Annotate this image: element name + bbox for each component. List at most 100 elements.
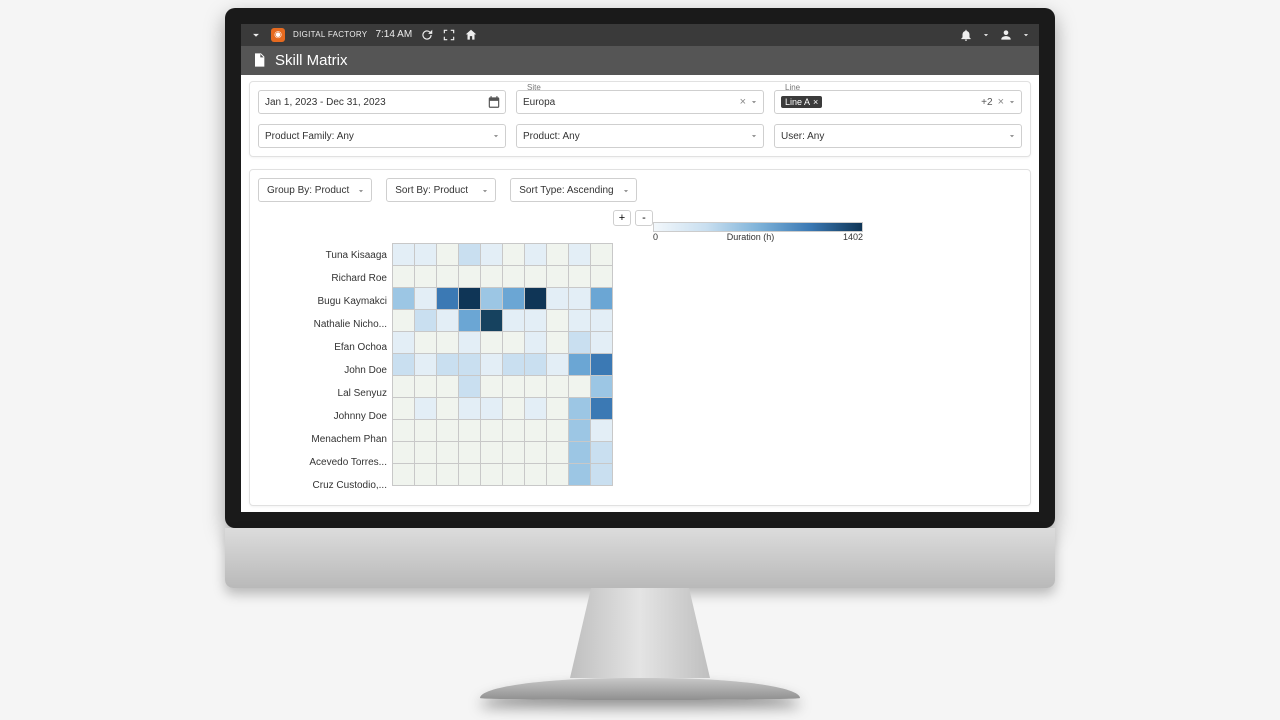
heatmap-cell[interactable]	[568, 397, 591, 420]
heatmap-cell[interactable]	[480, 463, 503, 486]
heatmap-cell[interactable]	[392, 243, 415, 266]
heatmap-cell[interactable]	[414, 309, 437, 332]
sort-type-select[interactable]: Sort Type: Ascending	[510, 178, 636, 202]
heatmap-cell[interactable]	[590, 375, 613, 398]
heatmap-cell[interactable]	[480, 419, 503, 442]
heatmap-cell[interactable]	[458, 287, 481, 310]
zoom-out-button[interactable]: -	[635, 210, 653, 226]
heatmap-cell[interactable]	[502, 265, 525, 288]
heatmap-cell[interactable]	[568, 243, 591, 266]
heatmap-cell[interactable]	[590, 331, 613, 354]
heatmap-cell[interactable]	[502, 441, 525, 464]
product-family-select[interactable]: Product Family: Any	[258, 124, 506, 148]
heatmap-cell[interactable]	[568, 419, 591, 442]
heatmap-cell[interactable]	[480, 441, 503, 464]
heatmap-cell[interactable]	[414, 353, 437, 376]
line-chip[interactable]: Line A×	[781, 96, 822, 108]
user-icon[interactable]	[999, 28, 1013, 42]
heatmap-cell[interactable]	[502, 331, 525, 354]
user-select[interactable]: User: Any	[774, 124, 1022, 148]
heatmap-cell[interactable]	[546, 243, 569, 266]
heatmap-cell[interactable]	[502, 463, 525, 486]
heatmap-cell[interactable]	[436, 331, 459, 354]
heatmap-cell[interactable]	[546, 331, 569, 354]
heatmap-cell[interactable]	[414, 375, 437, 398]
heatmap-cell[interactable]	[392, 265, 415, 288]
heatmap-cell[interactable]	[590, 397, 613, 420]
heatmap-cell[interactable]	[546, 441, 569, 464]
site-select[interactable]: Europa ×	[516, 90, 764, 114]
heatmap-cell[interactable]	[458, 463, 481, 486]
heatmap-cell[interactable]	[568, 331, 591, 354]
heatmap-cell[interactable]	[458, 309, 481, 332]
heatmap-cell[interactable]	[480, 243, 503, 266]
heatmap-cell[interactable]	[458, 353, 481, 376]
heatmap-cell[interactable]	[568, 375, 591, 398]
heatmap-cell[interactable]	[436, 353, 459, 376]
heatmap-cell[interactable]	[392, 309, 415, 332]
heatmap-cell[interactable]	[480, 265, 503, 288]
heatmap-cell[interactable]	[436, 287, 459, 310]
heatmap-cell[interactable]	[568, 287, 591, 310]
heatmap-cell[interactable]	[546, 287, 569, 310]
heatmap-cell[interactable]	[414, 463, 437, 486]
heatmap-cell[interactable]	[502, 309, 525, 332]
heatmap-cell[interactable]	[590, 309, 613, 332]
clear-icon[interactable]: ×	[998, 96, 1004, 108]
heatmap-cell[interactable]	[524, 353, 547, 376]
heatmap-cell[interactable]	[590, 463, 613, 486]
heatmap-cell[interactable]	[524, 287, 547, 310]
heatmap-cell[interactable]	[546, 419, 569, 442]
heatmap-cell[interactable]	[414, 331, 437, 354]
heatmap-cell[interactable]	[546, 375, 569, 398]
heatmap-cell[interactable]	[480, 375, 503, 398]
heatmap-cell[interactable]	[502, 353, 525, 376]
heatmap-cell[interactable]	[524, 243, 547, 266]
heatmap-cell[interactable]	[568, 441, 591, 464]
chevron-down-icon[interactable]	[249, 28, 263, 42]
fullscreen-icon[interactable]	[442, 28, 456, 42]
heatmap-cell[interactable]	[458, 441, 481, 464]
heatmap-cell[interactable]	[568, 463, 591, 486]
heatmap-cell[interactable]	[414, 397, 437, 420]
heatmap-cell[interactable]	[546, 463, 569, 486]
heatmap-cell[interactable]	[524, 441, 547, 464]
heatmap-cell[interactable]	[524, 265, 547, 288]
heatmap-cell[interactable]	[568, 353, 591, 376]
heatmap-cell[interactable]	[436, 441, 459, 464]
heatmap-cell[interactable]	[590, 287, 613, 310]
heatmap-cell[interactable]	[436, 419, 459, 442]
heatmap-cell[interactable]	[392, 463, 415, 486]
heatmap-cell[interactable]	[436, 397, 459, 420]
heatmap-cell[interactable]	[546, 309, 569, 332]
heatmap-cell[interactable]	[480, 309, 503, 332]
zoom-in-button[interactable]: +	[613, 210, 631, 226]
sort-by-select[interactable]: Sort By: Product	[386, 178, 496, 202]
heatmap-cell[interactable]	[546, 265, 569, 288]
heatmap-cell[interactable]	[568, 265, 591, 288]
heatmap-cell[interactable]	[436, 375, 459, 398]
heatmap-cell[interactable]	[524, 397, 547, 420]
heatmap-cell[interactable]	[480, 287, 503, 310]
heatmap-cell[interactable]	[458, 375, 481, 398]
heatmap-cell[interactable]	[524, 419, 547, 442]
heatmap-cell[interactable]	[524, 463, 547, 486]
chevron-down-icon[interactable]	[981, 30, 991, 40]
heatmap-cell[interactable]	[458, 243, 481, 266]
heatmap-cell[interactable]	[524, 375, 547, 398]
heatmap-cell[interactable]	[590, 441, 613, 464]
heatmap-cell[interactable]	[392, 397, 415, 420]
heatmap-cell[interactable]	[480, 353, 503, 376]
heatmap-cell[interactable]	[546, 353, 569, 376]
heatmap-cell[interactable]	[458, 265, 481, 288]
heatmap-cell[interactable]	[502, 287, 525, 310]
heatmap-cell[interactable]	[458, 419, 481, 442]
heatmap-cell[interactable]	[524, 309, 547, 332]
bell-icon[interactable]	[959, 28, 973, 42]
date-range-input[interactable]: Jan 1, 2023 - Dec 31, 2023	[258, 90, 506, 114]
heatmap-cell[interactable]	[502, 397, 525, 420]
heatmap-cell[interactable]	[568, 309, 591, 332]
heatmap-cell[interactable]	[414, 287, 437, 310]
heatmap-cell[interactable]	[590, 419, 613, 442]
heatmap-cell[interactable]	[392, 441, 415, 464]
